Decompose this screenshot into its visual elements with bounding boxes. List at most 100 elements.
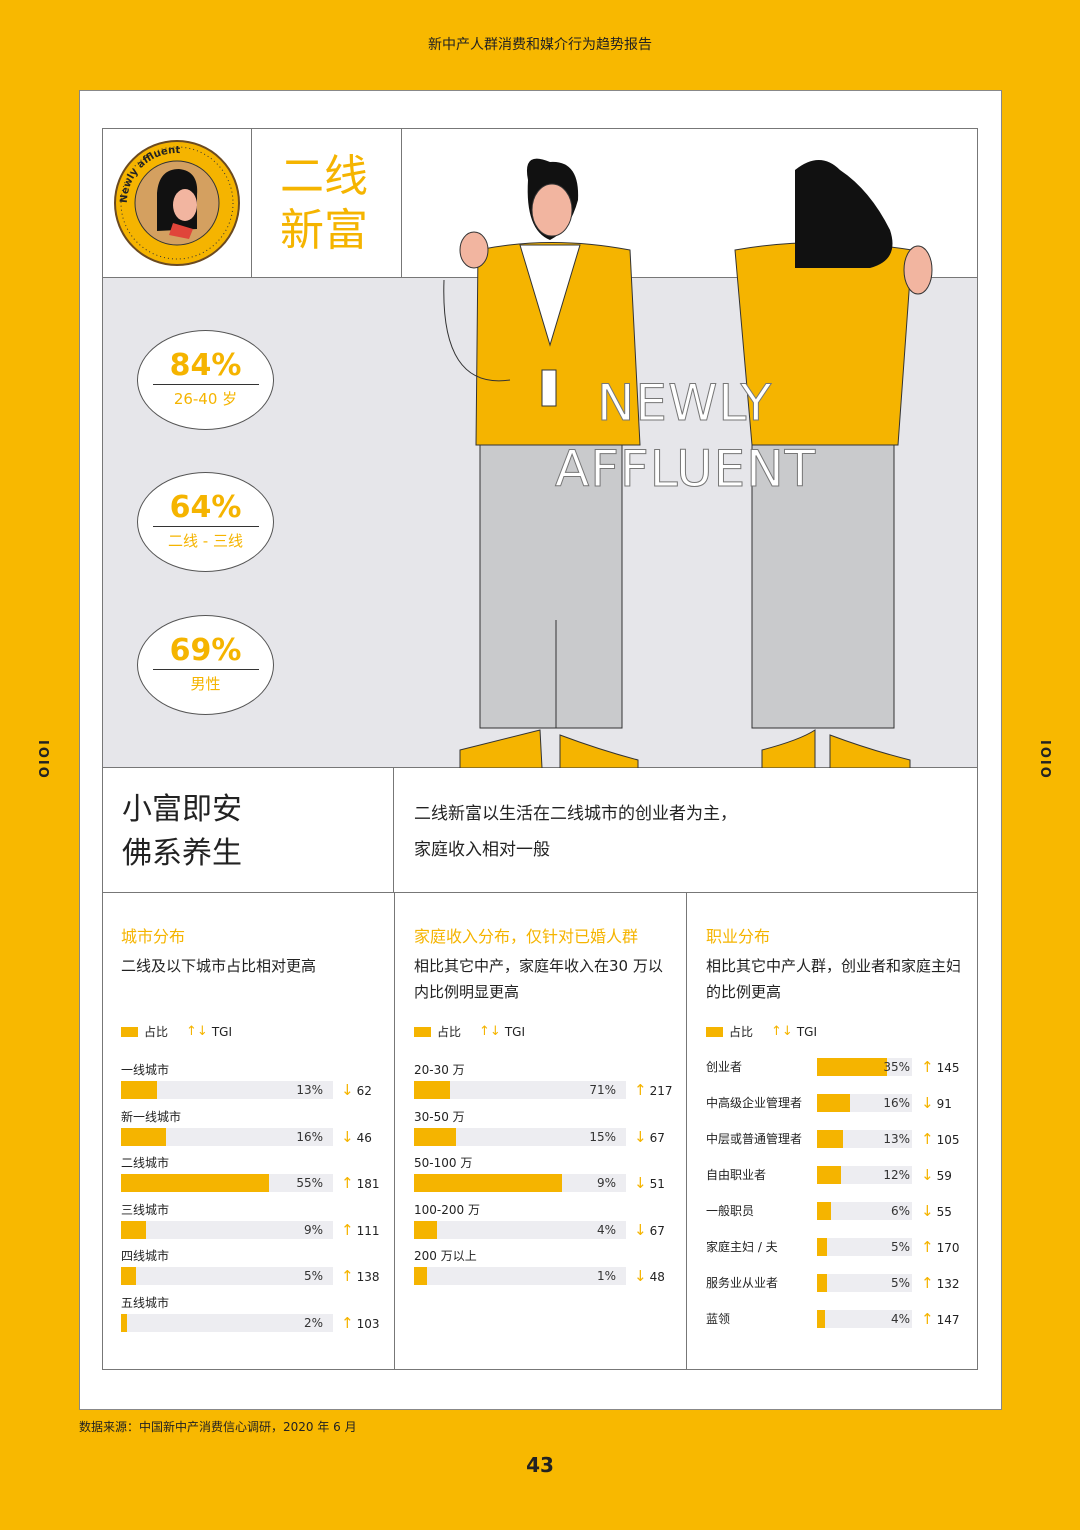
bar-label: 服务业从业者 (706, 1276, 779, 1290)
bar-percent: 9% (596, 1176, 616, 1191)
arrow-up-icon: ↑ (341, 1174, 354, 1193)
bar-row: 三线城市 9% ↑ 111 (121, 1203, 379, 1250)
arrow-down-icon: ↓ (634, 1127, 647, 1146)
arrow-down-icon: ↓ (341, 1081, 354, 1099)
tgi-number: 62 (356, 1084, 372, 1098)
bar-label: 自由职业者 (706, 1168, 767, 1182)
stat-label: 二线 - 三线 (168, 532, 243, 550)
section-occupation: 职业分布 相比其它中产人群，创业者和家庭主妇的比例更高 占比 ↑↓ TGI 创业者 35% ↑… (686, 893, 978, 1370)
bar-track: 2% (121, 1313, 333, 1332)
bar-fill (817, 1094, 851, 1112)
tgi-number: 67 (649, 1130, 665, 1145)
arrow-up-icon: ↑ (921, 1274, 934, 1292)
bar-row: 自由职业者 12% ↓ 59 (706, 1166, 960, 1202)
bar-row: 200 万以上 1% ↓ 48 (414, 1249, 668, 1296)
bar-fill (121, 1174, 270, 1193)
watermark-line1: NEWLY (597, 374, 773, 433)
tgi-value: ↑ 111 (341, 1221, 379, 1240)
bar-row: 家庭主妇 / 夫 5% ↑ 170 (706, 1238, 960, 1274)
bar-label: 一般职员 (706, 1204, 755, 1218)
tgi-number: 132 (936, 1277, 960, 1291)
tgi-value: ↓ 46 (341, 1128, 372, 1147)
arrow-up-icon: ↑ (341, 1313, 354, 1332)
bar-label: 中高级企业管理者 (706, 1096, 803, 1110)
arrow-up-icon: ↑ (341, 1267, 354, 1286)
bar-row: 中高级企业管理者 16% ↓ 91 (706, 1094, 960, 1130)
stat-value: 64% (169, 490, 242, 525)
bar-percent: 4% (596, 1222, 616, 1237)
persona-title-line2: 新富 (280, 205, 368, 256)
bar-label: 家庭主妇 / 夫 (706, 1240, 778, 1254)
bar-row: 四线城市 5% ↑ 138 (121, 1249, 379, 1296)
bar-track: 6% (817, 1202, 912, 1220)
bar-row: 100-200 万 4% ↓ 67 (414, 1203, 668, 1250)
tgi-number: 145 (936, 1061, 960, 1075)
section-title: 职业分布 (706, 927, 771, 946)
bar-fill (121, 1313, 128, 1332)
bar-percent: 9% (303, 1222, 323, 1237)
bar-fill (817, 1310, 825, 1328)
bar-fill (817, 1130, 843, 1148)
bar-track: 9% (121, 1220, 333, 1239)
bar-fill (414, 1220, 438, 1239)
tgi-number: 55 (936, 1205, 952, 1219)
tgi-number: 59 (936, 1169, 952, 1183)
bar-label: 创业者 (706, 1060, 743, 1074)
bar-percent: 16% (296, 1129, 323, 1144)
tgi-value: ↓ 91 (921, 1094, 952, 1113)
bar-label: 50-100 万 (414, 1156, 473, 1171)
woman-illustration-icon (443, 158, 933, 768)
bar-list: 20-30 万 71% ↑ 217 30-50 万 15% ↓ 67 50-100 万 9% ↓ 51… (414, 1063, 672, 1296)
section-title: 城市分布 (121, 927, 186, 946)
bar-label: 四线城市 (121, 1249, 170, 1264)
bar-label: 200 万以上 (414, 1249, 477, 1264)
section-description: 相比其它中产，家庭年收入在30 万以内比例明显更高 (414, 957, 663, 1001)
arrow-up-icon: ↑ (921, 1310, 934, 1328)
legend-tgi: TGI (504, 1024, 525, 1039)
bar-row: 一般职员 6% ↓ 55 (706, 1202, 960, 1238)
tgi-number: 67 (649, 1223, 665, 1238)
tgi-number: 138 (356, 1270, 380, 1285)
tgi-value: ↑ 145 (921, 1058, 959, 1077)
page-number: 43 (526, 1453, 554, 1477)
legend-share: 占比 (437, 1025, 462, 1039)
tgi-value: ↓ 59 (921, 1166, 952, 1185)
bar-track: 71% (414, 1081, 626, 1099)
bar-percent: 71% (589, 1083, 616, 1097)
arrow-down-icon: ↓ (634, 1174, 647, 1193)
stat-gender: 69% 男性 (137, 615, 274, 715)
bar-row: 服务业从业者 5% ↑ 132 (706, 1274, 960, 1310)
bar-label: 100-200 万 (414, 1202, 480, 1217)
tgi-number: 51 (649, 1177, 665, 1192)
tgi-number: 103 (356, 1316, 380, 1331)
tgi-value: ↑ 181 (341, 1174, 379, 1193)
bar-percent: 5% (890, 1240, 910, 1254)
bar-percent: 2% (303, 1315, 323, 1330)
bar-fill (817, 1274, 828, 1292)
watermark-line2: AFFLUENT (555, 440, 817, 499)
bar-percent: 35% (883, 1060, 910, 1074)
legend-tgi: TGI (796, 1024, 817, 1039)
bar-fill (121, 1127, 166, 1146)
section-description: 二线及以下城市占比相对更高 (121, 957, 317, 975)
stat-label: 26-40 岁 (173, 390, 238, 408)
tgi-arrows-icon: ↑↓ (771, 1024, 793, 1039)
bar-label: 一线城市 (121, 1063, 170, 1077)
legend-share: 占比 (729, 1025, 754, 1039)
tgi-number: 181 (356, 1177, 380, 1192)
bar-fill (414, 1127, 457, 1146)
stat-age: 84% 26-40 岁 (137, 330, 274, 430)
bar-track: 16% (817, 1094, 912, 1112)
arrow-down-icon: ↓ (921, 1202, 934, 1220)
tgi-value: ↑ 103 (341, 1314, 379, 1333)
tagline-line1: 小富即安 (122, 792, 242, 827)
stat-value: 84% (169, 348, 242, 383)
bar-row: 二线城市 55% ↑ 181 (121, 1156, 379, 1203)
bar-track: 55% (121, 1174, 333, 1193)
arrow-up-icon: ↑ (921, 1130, 934, 1148)
tgi-number: 111 (356, 1223, 380, 1238)
tgi-number: 217 (649, 1084, 673, 1098)
report-header: 新中产人群消费和媒介行为趋势报告 (428, 37, 652, 53)
bar-percent: 4% (890, 1312, 910, 1326)
legend-share: 占比 (144, 1025, 169, 1039)
